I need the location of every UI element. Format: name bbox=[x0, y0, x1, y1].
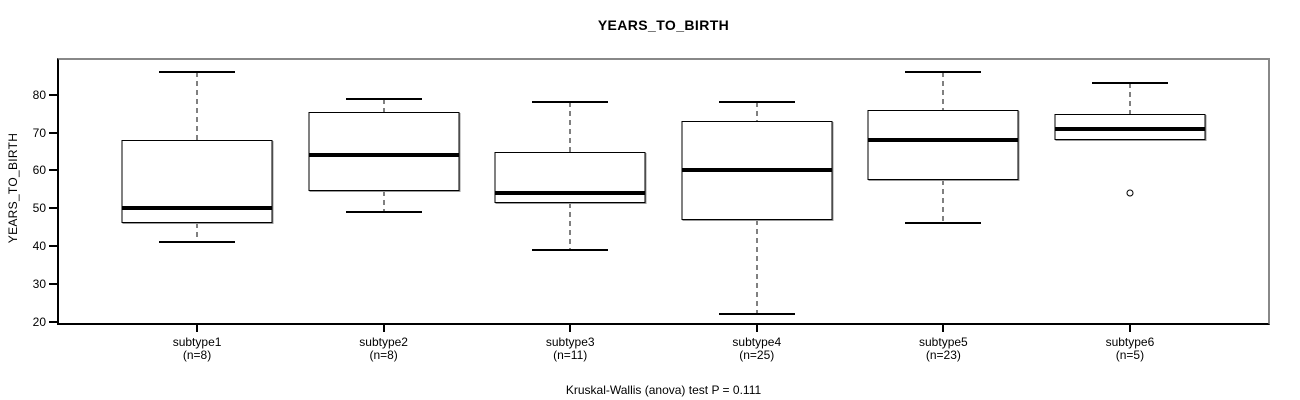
y-axis-tick bbox=[49, 320, 57, 323]
median-line-subtype5 bbox=[867, 138, 1019, 143]
y-axis-tick bbox=[49, 169, 57, 172]
y-axis-tick-label: 40 bbox=[32, 239, 46, 254]
x-axis-tick bbox=[569, 325, 572, 332]
iqr-box-subtype5 bbox=[867, 109, 1019, 180]
group-n-label: (n=8) bbox=[182, 348, 212, 362]
group-name-label: subtype3 bbox=[545, 335, 595, 349]
y-axis-tick bbox=[49, 93, 57, 96]
lower-whisker-cap bbox=[905, 222, 982, 225]
lower-whisker-line bbox=[383, 191, 385, 213]
median-line-subtype1 bbox=[121, 206, 273, 211]
x-axis-label-subtype2: subtype2 (n=8) bbox=[359, 336, 408, 362]
lower-whisker-line bbox=[569, 202, 571, 250]
lower-whisker-cap bbox=[159, 241, 236, 244]
upper-whisker-line bbox=[756, 102, 758, 122]
x-axis-tick bbox=[755, 325, 758, 332]
group-name-label: subtype2 bbox=[359, 335, 408, 349]
x-axis-label-subtype1: subtype1 (n=8) bbox=[173, 336, 222, 362]
lower-whisker-cap bbox=[345, 211, 422, 214]
stat-test-caption: Kruskal-Wallis (anova) test P = 0.111 bbox=[565, 383, 762, 397]
y-axis-tick-label: 20 bbox=[32, 314, 46, 329]
upper-whisker-cap bbox=[532, 101, 609, 104]
lower-whisker-cap bbox=[532, 248, 609, 251]
x-axis-tick bbox=[942, 325, 945, 332]
group-n-label: (n=5) bbox=[1115, 348, 1145, 362]
group-name-label: subtype5 bbox=[919, 335, 968, 349]
upper-whisker-cap bbox=[159, 71, 236, 74]
x-axis-label-subtype5: subtype5 (n=23) bbox=[919, 336, 968, 362]
group-name-label: subtype4 bbox=[732, 335, 782, 349]
group-n-label: (n=23) bbox=[925, 348, 961, 362]
y-axis-tick-label: 80 bbox=[32, 87, 46, 102]
y-axis-tick bbox=[49, 283, 57, 286]
median-line-subtype3 bbox=[494, 191, 646, 196]
outlier-point-subtype6 bbox=[1126, 189, 1134, 197]
y-axis-title: YEARS_TO_BIRTH bbox=[6, 132, 20, 244]
plot-area: 20 30 40 50 60 70 80 subtype1 (n=8) subtype2 (n=8)… bbox=[33, 58, 1270, 362]
y-axis-tick-label: 60 bbox=[32, 163, 46, 178]
median-line-subtype6 bbox=[1054, 126, 1206, 131]
x-axis-label-subtype3: subtype3 (n=11) bbox=[546, 336, 595, 362]
y-axis-tick-label: 50 bbox=[32, 201, 46, 216]
upper-whisker-line bbox=[383, 98, 385, 112]
group-n-label: (n=8) bbox=[369, 348, 398, 362]
x-axis-tick bbox=[382, 325, 385, 332]
y-axis-tick bbox=[49, 207, 57, 210]
y-axis-tick bbox=[49, 131, 57, 134]
y-axis-tick bbox=[49, 245, 57, 248]
upper-whisker-line bbox=[569, 102, 571, 152]
median-line-subtype2 bbox=[308, 153, 460, 158]
upper-whisker-cap bbox=[345, 97, 422, 100]
x-axis-tick bbox=[1128, 325, 1131, 332]
upper-whisker-line bbox=[196, 72, 198, 141]
y-axis-tick-label: 70 bbox=[32, 125, 46, 140]
group-name-label: subtype6 bbox=[1105, 335, 1155, 349]
lower-whisker-line bbox=[756, 219, 758, 315]
group-n-label: (n=11) bbox=[553, 348, 588, 362]
x-axis-label-subtype4: subtype4 (n=25) bbox=[732, 336, 781, 362]
median-line-subtype4 bbox=[681, 168, 833, 173]
x-axis-tick bbox=[196, 325, 199, 332]
group-n-label: (n=25) bbox=[739, 348, 775, 362]
lower-whisker-line bbox=[196, 223, 198, 243]
upper-whisker-cap bbox=[718, 101, 795, 104]
group-name-label: subtype1 bbox=[172, 335, 222, 349]
lower-whisker-cap bbox=[718, 313, 795, 316]
upper-whisker-cap bbox=[1091, 82, 1168, 85]
chart-title: YEARS_TO_BIRTH bbox=[597, 17, 730, 33]
lower-whisker-line bbox=[942, 179, 944, 224]
iqr-box-subtype1 bbox=[121, 140, 273, 224]
y-axis-tick-label: 30 bbox=[32, 277, 46, 292]
upper-whisker-cap bbox=[905, 71, 982, 74]
iqr-box-subtype2 bbox=[308, 111, 460, 192]
upper-whisker-line bbox=[942, 72, 944, 110]
x-axis-label-subtype6: subtype6 (n=5) bbox=[1106, 336, 1155, 362]
upper-whisker-line bbox=[1129, 83, 1131, 114]
